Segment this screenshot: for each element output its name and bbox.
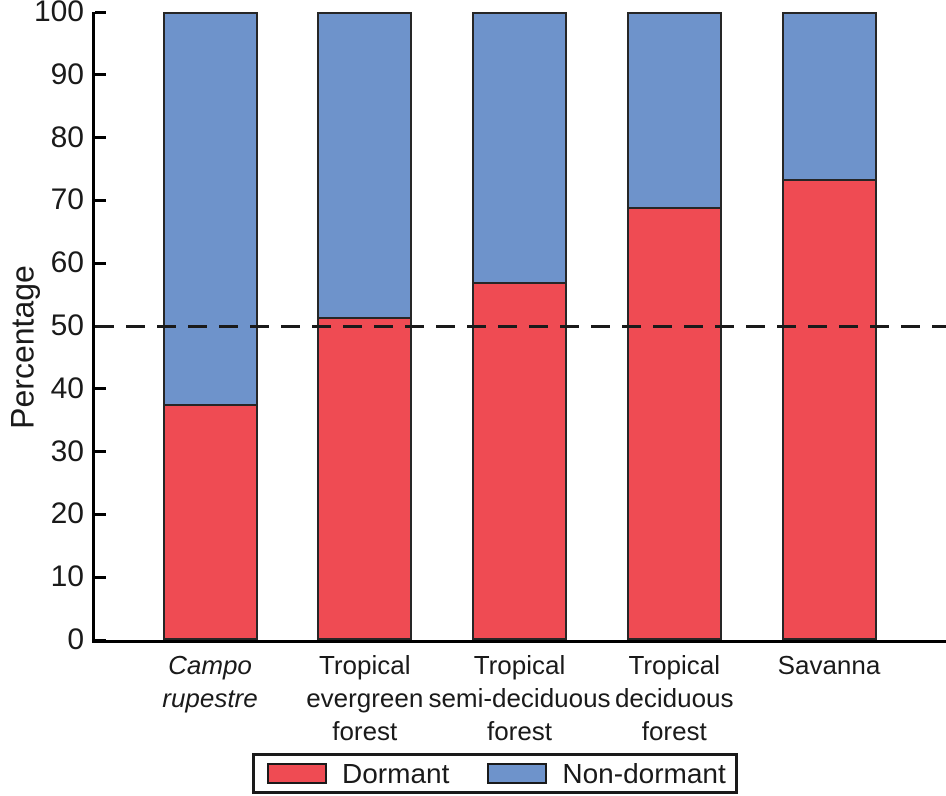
bar-segment-non-dormant xyxy=(474,14,565,283)
y-axis-line xyxy=(92,12,95,643)
x-category-label: Campo rupestre xyxy=(162,650,258,713)
bar-segment-non-dormant xyxy=(319,14,411,317)
x-category-label: Tropical deciduous forest xyxy=(614,650,734,746)
y-tick-mark xyxy=(95,387,106,391)
bar-segment-dormant xyxy=(164,404,256,638)
y-tick-label: 20 xyxy=(50,497,84,531)
y-tick-mark xyxy=(95,450,106,454)
y-tick-label: 100 xyxy=(33,0,84,28)
bar-segment-non-dormant xyxy=(164,14,256,404)
y-tick-label: 50 xyxy=(50,309,84,342)
bar-segment-dormant xyxy=(474,282,565,638)
x-category-label: Tropical semi-deciduous forest xyxy=(428,650,611,746)
y-tick-mark xyxy=(95,136,106,140)
y-tick-mark xyxy=(95,198,106,202)
x-category-label: Tropical evergreen forest xyxy=(306,650,424,746)
y-tick-mark xyxy=(95,10,106,14)
legend-swatch-non-dormant xyxy=(487,763,548,784)
y-tick-label: 30 xyxy=(50,434,84,468)
y-tick-mark xyxy=(95,575,106,579)
bar-segment-dormant xyxy=(628,207,720,638)
legend-entry-dormant: Dormant xyxy=(267,758,449,790)
legend-label: Dormant xyxy=(342,757,450,789)
y-tick-label: 10 xyxy=(50,560,84,594)
x-axis-line xyxy=(92,640,946,643)
legend: Dormant Non-dormant xyxy=(252,753,738,794)
y-tick-mark xyxy=(95,73,106,77)
bar-segment-non-dormant xyxy=(628,14,720,208)
y-tick-label: 70 xyxy=(50,183,84,217)
y-tick-label: 60 xyxy=(50,246,84,280)
legend-swatch-dormant xyxy=(267,763,327,784)
legend-label: Non-dormant xyxy=(562,757,726,789)
bar-segment-dormant xyxy=(319,316,411,638)
y-tick-label: 90 xyxy=(50,57,84,91)
x-category-label: Savanna xyxy=(777,650,881,680)
bar-segment-dormant xyxy=(783,179,875,638)
legend-entry-non-dormant: Non-dormant xyxy=(487,757,726,790)
y-tick-label: 80 xyxy=(50,120,84,154)
bar-segment-non-dormant xyxy=(783,14,875,180)
y-tick-label: 40 xyxy=(50,371,84,405)
y-tick-mark xyxy=(95,512,106,516)
y-tick-mark xyxy=(95,638,106,642)
y-tick-mark xyxy=(95,261,106,265)
reference-line-50pct xyxy=(95,324,946,328)
y-tick-label: 0 xyxy=(67,623,84,656)
